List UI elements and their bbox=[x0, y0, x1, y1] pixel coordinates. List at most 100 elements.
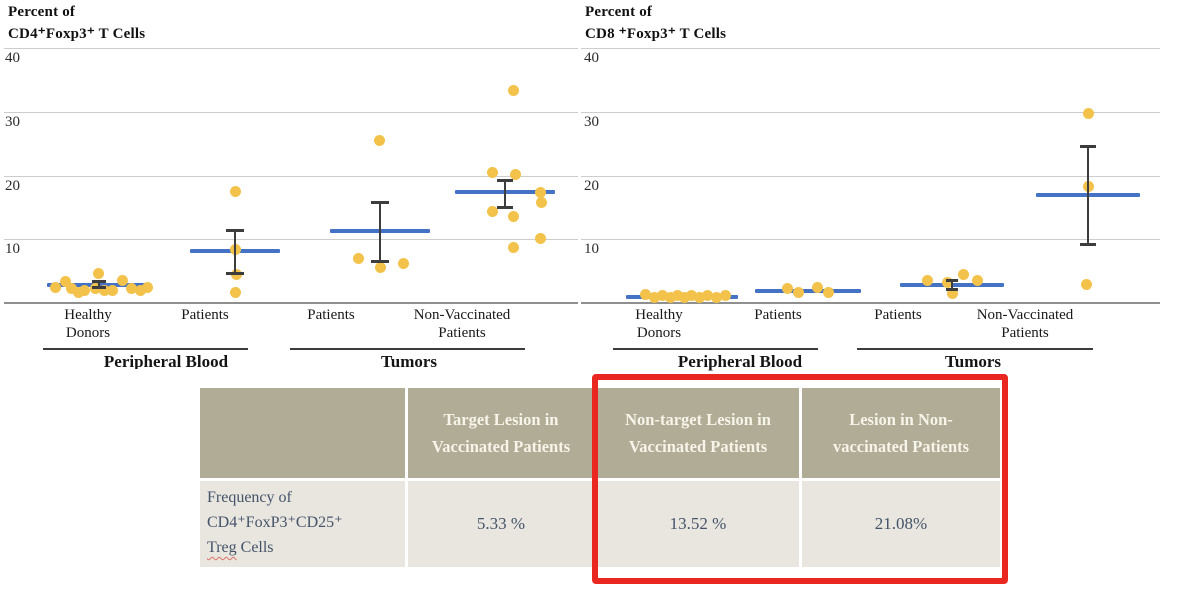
data-point bbox=[125, 282, 137, 294]
section-underline bbox=[857, 348, 1093, 350]
data-point bbox=[719, 290, 731, 302]
chart-title: CD8 ⁺Foxp3⁺ T Cells bbox=[585, 26, 727, 42]
data-point bbox=[141, 281, 153, 293]
section-label: Peripheral Blood bbox=[677, 352, 803, 371]
chart-title: CD4⁺Foxp3⁺ T Cells bbox=[8, 26, 146, 42]
y-tick-label: 30 bbox=[5, 113, 20, 130]
group-label-line: Donors bbox=[65, 325, 111, 341]
data-point bbox=[486, 167, 498, 179]
error-bar-non-vaccinated-patients bbox=[1087, 146, 1089, 245]
data-point bbox=[921, 275, 933, 287]
treg-frequency-table: Target Lesion in Vaccinated Patients Non… bbox=[200, 388, 1000, 567]
error-bar-patients-tumors bbox=[379, 202, 381, 263]
group-label-line: Patients bbox=[438, 325, 486, 341]
error-bar-healthy-donors bbox=[98, 280, 100, 289]
table-corner-cell bbox=[200, 388, 405, 478]
error-bar-cap-top bbox=[371, 201, 389, 205]
x-axis-line bbox=[581, 302, 1160, 304]
data-point bbox=[507, 85, 519, 97]
gridline bbox=[581, 111, 1160, 113]
row-label-treg-word: Treg bbox=[207, 539, 237, 556]
data-point bbox=[507, 242, 519, 254]
group-label-patients-peripheral-blood: Patients bbox=[130, 306, 280, 324]
y-tick-label: 20 bbox=[584, 177, 599, 194]
section-label: Tumors bbox=[380, 352, 438, 369]
row-label-line2: CD4⁺FoxP3⁺CD25⁺ bbox=[207, 514, 343, 531]
group-label-non-vaccinated-patients: Non-Vaccinated Patients bbox=[950, 306, 1100, 342]
col-header-nontarget-lesion-vaccinated: Non-target Lesion in Vaccinated Patients bbox=[597, 388, 799, 478]
data-point bbox=[49, 281, 61, 293]
group-label-line: Non-Vaccinated bbox=[976, 307, 1074, 323]
group-label-patients-peripheral-blood: Patients bbox=[703, 306, 853, 324]
data-point bbox=[639, 289, 651, 301]
y-tick-label: 30 bbox=[584, 113, 599, 130]
value-target-lesion: 5.33 % bbox=[408, 481, 594, 567]
data-point bbox=[941, 277, 953, 289]
chart-title: Percent of bbox=[8, 4, 76, 20]
red-highlight-box bbox=[592, 374, 1008, 584]
group-label-line: Patients bbox=[754, 307, 802, 323]
error-bar-cap-bottom bbox=[226, 272, 244, 276]
group-label-line: Non-Vaccinated bbox=[413, 307, 511, 323]
error-bar-cap-top bbox=[497, 178, 513, 182]
error-bar-cap-bottom bbox=[371, 260, 389, 264]
group-label-healthy-donors: Healthy Donors bbox=[13, 306, 163, 342]
group-label-line: Patients bbox=[181, 307, 229, 323]
data-point bbox=[701, 289, 713, 301]
data-point bbox=[72, 286, 84, 298]
data-point bbox=[229, 286, 241, 298]
error-bar-cap-top bbox=[946, 279, 958, 283]
data-point bbox=[507, 210, 519, 222]
data-point bbox=[352, 252, 364, 264]
error-bar-cap-bottom bbox=[92, 286, 106, 290]
data-point bbox=[1082, 107, 1094, 119]
data-point bbox=[373, 134, 385, 146]
error-bar-cap-bottom bbox=[946, 287, 958, 291]
col-header-lesion-nonvaccinated: Lesion in Non-vaccinated Patients bbox=[802, 388, 1000, 478]
col-header-target-lesion-vaccinated: Target Lesion in Vaccinated Patients bbox=[408, 388, 594, 478]
data-point bbox=[98, 285, 110, 297]
data-point bbox=[693, 292, 705, 304]
y-tick-label: 10 bbox=[584, 241, 599, 258]
y-tick-label: 20 bbox=[5, 177, 20, 194]
data-point bbox=[509, 168, 521, 180]
error-bar-cap-top bbox=[92, 279, 106, 283]
data-point bbox=[822, 287, 834, 299]
data-point bbox=[664, 292, 676, 304]
group-label-line: Healthy bbox=[64, 307, 112, 323]
y-tick-label: 40 bbox=[584, 50, 599, 66]
data-point bbox=[92, 267, 104, 279]
data-point bbox=[535, 197, 547, 209]
data-point bbox=[534, 187, 546, 199]
section-label: Peripheral Blood bbox=[103, 352, 229, 369]
gridline bbox=[4, 111, 578, 113]
data-point bbox=[685, 290, 697, 302]
value-nonvaccinated-lesion: 21.08% bbox=[802, 481, 1000, 567]
gridline bbox=[4, 239, 578, 241]
gridline bbox=[581, 175, 1160, 177]
data-point bbox=[134, 284, 146, 296]
gridline bbox=[581, 48, 1160, 49]
data-point bbox=[971, 275, 983, 287]
error-bar-patients-peripheral-blood bbox=[234, 230, 236, 275]
section-underline bbox=[613, 348, 818, 350]
error-bar-cap-top bbox=[226, 229, 244, 233]
data-point bbox=[486, 206, 498, 218]
group-label-patients-tumors: Patients bbox=[256, 306, 406, 324]
data-point bbox=[65, 282, 77, 294]
x-axis-line bbox=[4, 302, 578, 304]
row-label-cells-word: Cells bbox=[236, 539, 274, 556]
group-label-line: Patients bbox=[307, 307, 355, 323]
mean-line-patients-peripheral-blood bbox=[755, 288, 861, 293]
row-label-treg-frequency: Frequency of CD4⁺FoxP3⁺CD25⁺ Treg Cells bbox=[200, 481, 405, 567]
group-label-non-vaccinated-patients: Non-Vaccinated Patients bbox=[387, 306, 537, 342]
data-point bbox=[116, 274, 128, 286]
section-underline bbox=[43, 348, 248, 350]
error-bar-cap-bottom bbox=[1080, 242, 1096, 246]
group-label-patients-tumors: Patients bbox=[823, 306, 973, 324]
data-point bbox=[792, 286, 804, 298]
data-point bbox=[106, 285, 118, 297]
data-point bbox=[374, 261, 386, 273]
